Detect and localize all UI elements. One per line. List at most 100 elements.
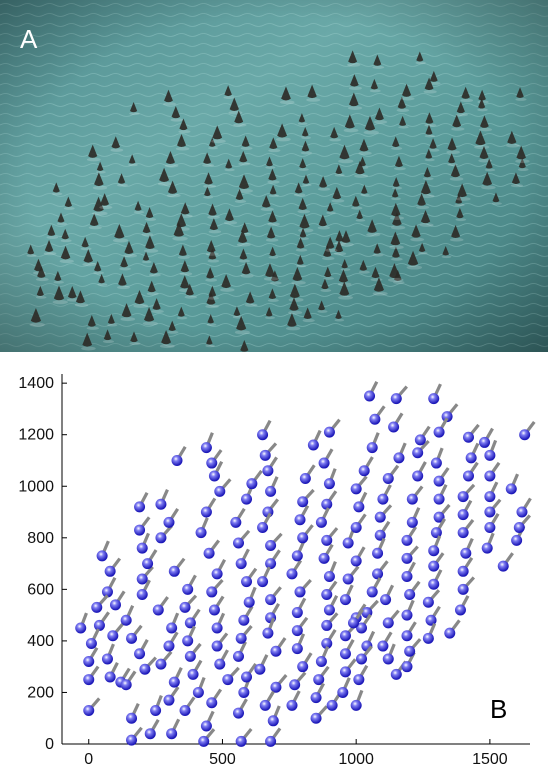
bird-wake — [86, 326, 99, 330]
bird-point — [214, 658, 226, 670]
bird-shape — [53, 285, 65, 301]
bird-shape — [374, 107, 384, 121]
bird-point — [465, 452, 477, 464]
bird-wake — [334, 173, 345, 177]
bird-wake — [393, 280, 405, 284]
bird-point — [356, 653, 368, 665]
bird-shape — [57, 212, 65, 223]
bird-wake — [179, 214, 193, 218]
bird-point — [195, 527, 207, 539]
bird-point — [484, 470, 496, 482]
bird-shape — [373, 277, 384, 292]
bird-shape — [261, 195, 271, 208]
bird-point — [168, 565, 180, 577]
bird-wake — [43, 251, 57, 256]
bird-shape — [355, 160, 365, 175]
bird-shape — [359, 138, 369, 152]
bird-shape — [82, 332, 93, 347]
bird-point — [211, 622, 223, 634]
bird-point — [126, 632, 138, 644]
bird-wake — [56, 222, 68, 226]
bird-wake — [263, 276, 279, 281]
bird-wake — [446, 150, 460, 154]
bird-point — [235, 632, 247, 644]
bird-point — [262, 627, 274, 639]
bird-point — [372, 568, 384, 580]
bird-wake — [81, 346, 96, 351]
bird-point — [404, 645, 416, 657]
bird-shape — [88, 144, 98, 158]
bird-point — [430, 527, 442, 539]
bird-wake — [207, 296, 220, 300]
bird-shape — [303, 307, 312, 320]
bird-wake — [112, 238, 129, 243]
bird-wake — [389, 216, 405, 220]
bird-wake — [474, 145, 490, 150]
bird-wake — [238, 259, 251, 263]
bird-point — [291, 607, 303, 619]
bird-wake — [449, 177, 464, 181]
bird-point — [163, 694, 175, 706]
bird-wake — [232, 315, 243, 319]
bird-point — [401, 534, 413, 546]
bird-point — [75, 622, 87, 634]
bird-wake — [424, 158, 435, 162]
bird-wake — [133, 303, 149, 308]
bird-shape — [425, 112, 434, 124]
bird-point — [513, 521, 525, 533]
bird-point — [321, 534, 333, 546]
bird-wake — [120, 317, 136, 322]
bird-wake — [123, 253, 137, 258]
bird-wake — [80, 247, 92, 251]
bird-point — [257, 521, 269, 533]
bird-shape — [390, 231, 401, 246]
bird-wake — [418, 251, 428, 255]
bird-point — [101, 653, 113, 665]
bird-point — [208, 604, 220, 616]
bird-shape — [206, 267, 215, 279]
bird-point — [238, 686, 250, 698]
bird-point — [422, 632, 434, 644]
bird-point — [211, 640, 223, 652]
bird-point — [318, 552, 330, 564]
bird-wake — [394, 167, 406, 171]
bird-shape — [203, 152, 212, 164]
bird-point — [310, 692, 322, 704]
bird-point — [516, 506, 528, 518]
bird-point — [433, 426, 445, 438]
x-tick-label: 500 — [209, 751, 236, 768]
bird-point — [428, 560, 440, 572]
bird-wake — [265, 166, 276, 169]
bird-shape — [239, 150, 248, 163]
bird-shape — [118, 273, 127, 286]
bird-shape — [268, 168, 277, 181]
bird-point — [257, 429, 269, 441]
bird-wake — [116, 183, 128, 187]
panel-b-label: B — [490, 694, 507, 724]
bird-wake — [291, 280, 306, 285]
bird-shape — [399, 115, 407, 126]
bird-wake — [455, 113, 468, 117]
bird-shape — [461, 86, 470, 99]
bird-shape — [142, 251, 150, 261]
bird-shape — [416, 51, 424, 62]
bird-wake — [148, 273, 161, 277]
bird-point — [372, 547, 384, 559]
bird-point — [291, 550, 303, 562]
bird-point — [243, 596, 255, 608]
bird-wake — [267, 180, 280, 184]
bird-wake — [293, 193, 306, 197]
bird-shape — [456, 101, 465, 114]
bird-wake — [318, 187, 331, 191]
bird-wake — [329, 138, 342, 142]
bird-point — [353, 501, 365, 513]
bird-point — [192, 686, 204, 698]
bird-wake — [370, 278, 383, 282]
bird-shape — [241, 135, 250, 147]
bird-wake — [208, 230, 222, 234]
bird-point — [184, 650, 196, 662]
bird-shape — [179, 118, 188, 131]
bird-point — [401, 552, 413, 564]
bird-wake — [175, 146, 190, 151]
bird-point — [519, 429, 531, 441]
